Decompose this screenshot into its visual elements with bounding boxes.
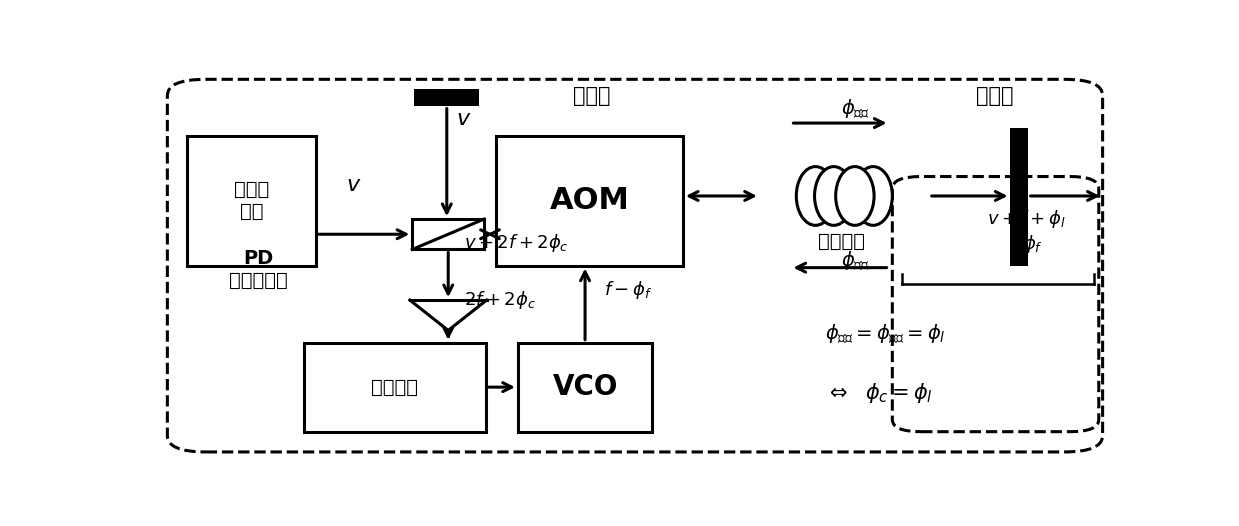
Text: $\phi_{\rm 反向}$$=$$\phi_{\rm 正向}$$=$$\phi_l$: $\phi_{\rm 反向}$$=$$\phi_{\rm 正向}$$=$$\ph… <box>825 323 945 346</box>
Text: 窄线宽
激光: 窄线宽 激光 <box>234 180 269 221</box>
Text: $v + 2f + 2\phi_c$: $v + 2f + 2\phi_c$ <box>465 232 569 255</box>
Text: AOM: AOM <box>549 186 629 215</box>
Text: $\Leftrightarrow$  $\phi_c = \phi_l$: $\Leftrightarrow$ $\phi_c = \phi_l$ <box>825 381 933 405</box>
Text: $f - \phi_f$: $f - \phi_f$ <box>605 279 653 301</box>
FancyBboxPatch shape <box>518 342 652 432</box>
Text: $v$: $v$ <box>456 109 472 129</box>
Text: 伺服控制: 伺服控制 <box>372 378 419 397</box>
Text: 本地端: 本地端 <box>572 86 611 106</box>
FancyBboxPatch shape <box>413 219 484 249</box>
Ellipse shape <box>854 167 892 225</box>
Text: 传输光纤: 传输光纤 <box>818 232 865 251</box>
Text: $v$: $v$ <box>346 175 362 195</box>
Text: PD
拍频光探测: PD 拍频光探测 <box>229 249 287 290</box>
Text: $2f + 2\phi_c$: $2f + 2\phi_c$ <box>465 289 536 311</box>
Text: 远程端: 远程端 <box>976 86 1014 106</box>
Ellipse shape <box>797 167 835 225</box>
Text: VCO: VCO <box>553 373 618 401</box>
Text: $\phi_{\rm 正向}$: $\phi_{\rm 正向}$ <box>841 98 870 121</box>
FancyBboxPatch shape <box>496 136 683 266</box>
Text: $\phi_{\rm 反向}$: $\phi_{\rm 反向}$ <box>841 250 870 273</box>
FancyBboxPatch shape <box>304 342 486 432</box>
Ellipse shape <box>835 167 873 225</box>
FancyBboxPatch shape <box>1011 128 1027 266</box>
Ellipse shape <box>814 167 852 225</box>
FancyBboxPatch shape <box>187 136 316 266</box>
FancyBboxPatch shape <box>414 89 479 106</box>
Text: $v + f + \phi_l$
$- \phi_f$: $v + f + \phi_l$ $- \phi_f$ <box>986 208 1066 255</box>
